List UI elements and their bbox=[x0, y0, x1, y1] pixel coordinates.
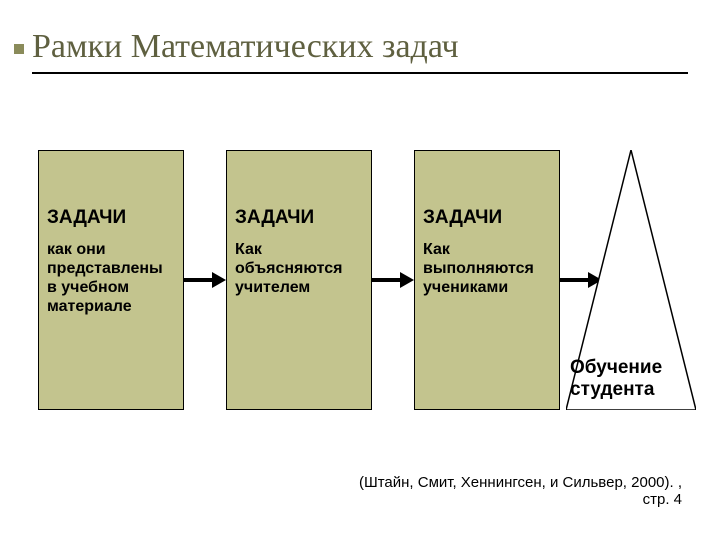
task-box-2: ЗАДАЧИ Как объясняются учителем bbox=[226, 150, 372, 410]
arrow-1 bbox=[184, 270, 226, 290]
task-box-3-body: Как выполняются учениками bbox=[423, 241, 551, 298]
flow-row: ЗАДАЧИ как они представлены в учебном ма… bbox=[38, 150, 602, 410]
citation: (Штайн, Смит, Хеннингсен, и Сильвер, 200… bbox=[359, 474, 682, 508]
task-box-1-body: как они представлены в учебном материале bbox=[47, 241, 175, 317]
citation-line1: (Штайн, Смит, Хеннингсен, и Сильвер, 200… bbox=[359, 474, 682, 491]
citation-line2: стр. 4 bbox=[643, 491, 682, 508]
task-box-1-head: ЗАДАЧИ bbox=[47, 207, 175, 229]
title-bullet bbox=[14, 44, 24, 54]
title-underline bbox=[32, 72, 688, 74]
task-box-2-head: ЗАДАЧИ bbox=[235, 207, 363, 229]
task-box-3: ЗАДАЧИ Как выполняются учениками bbox=[414, 150, 560, 410]
slide-title: Рамки Математических задач bbox=[32, 28, 688, 66]
task-box-2-body: Как объясняются учителем bbox=[235, 241, 363, 298]
triangle-label: Обучение студента bbox=[570, 357, 720, 402]
task-box-3-head: ЗАДАЧИ bbox=[423, 207, 551, 229]
task-box-1: ЗАДАЧИ как они представлены в учебном ма… bbox=[38, 150, 184, 410]
slide: Рамки Математических задач ЗАДАЧИ как он… bbox=[0, 0, 720, 540]
arrow-2 bbox=[372, 270, 414, 290]
